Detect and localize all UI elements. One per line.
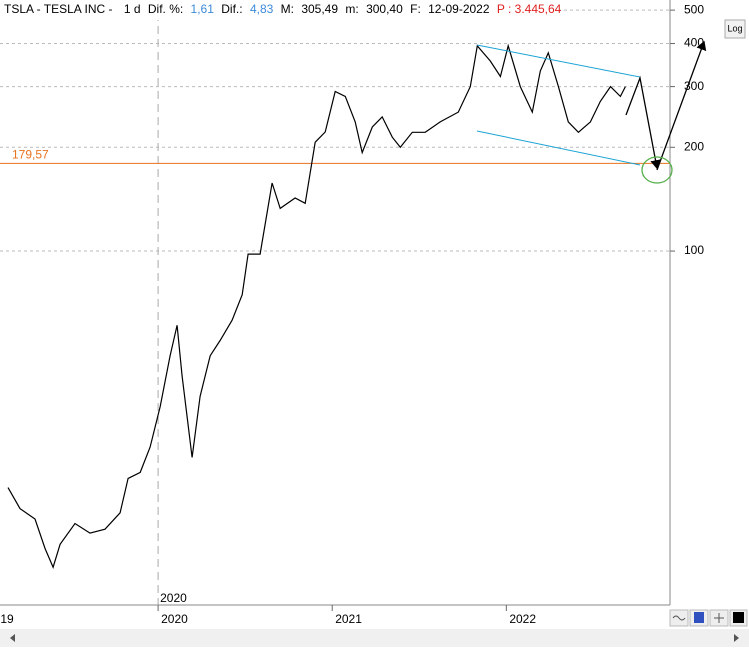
label: F: <box>410 2 421 16</box>
scroll-right[interactable] <box>734 634 739 642</box>
x-tick-label: 2021 <box>335 612 362 626</box>
price-line <box>7 43 626 569</box>
symbol: TSLA - TESLA INC - <box>4 2 112 16</box>
target-circle <box>641 156 673 184</box>
value: 305,49 <box>301 2 338 16</box>
scrollbar <box>0 629 749 647</box>
icon <box>733 612 744 623</box>
label: Dif. %: <box>148 2 183 16</box>
annotations <box>476 40 707 184</box>
icon <box>672 615 686 621</box>
label: m: <box>345 2 358 16</box>
forecast-arrow <box>625 75 661 170</box>
value: 4,83 <box>250 2 274 16</box>
channel-line <box>476 130 641 166</box>
scrollbar-track[interactable] <box>0 629 749 647</box>
header: TSLA - TESLA INC - 1 d Dif. %: 1,61 Dif.… <box>4 2 562 16</box>
y-tick-label: 300 <box>684 79 704 93</box>
forecast-arrow <box>656 40 707 171</box>
value: 1,61 <box>191 2 215 16</box>
icon <box>714 613 724 623</box>
icon <box>694 612 704 623</box>
y-tick-label: 200 <box>684 139 704 153</box>
value: 12-09-2022 <box>428 2 490 16</box>
scroll-left[interactable] <box>10 634 15 642</box>
label: M: <box>281 2 294 16</box>
x-tick-label: 2019 <box>0 612 14 626</box>
value: 300,40 <box>366 2 403 16</box>
channel-line <box>476 44 641 78</box>
level-label: 179,57 <box>12 148 49 162</box>
toolbar <box>669 609 748 627</box>
y-tick-label: 400 <box>684 36 704 50</box>
header-bg <box>0 0 560 20</box>
y-tick-label: 500 <box>684 2 704 16</box>
y-tick-label: 100 <box>684 243 704 257</box>
plot-area: 2020 179,57 <box>0 0 670 605</box>
log-button[interactable] <box>724 19 746 39</box>
x-tick-label: 2020 <box>161 612 188 626</box>
year-marker-label: 2020 <box>160 591 187 605</box>
label: Dif.: <box>221 2 242 16</box>
interval: 1 d <box>124 2 141 16</box>
price: P : 3.445,64 <box>497 2 562 16</box>
x-tick-label: 2022 <box>509 612 536 626</box>
log-button-label[interactable]: Log <box>727 23 742 33</box>
